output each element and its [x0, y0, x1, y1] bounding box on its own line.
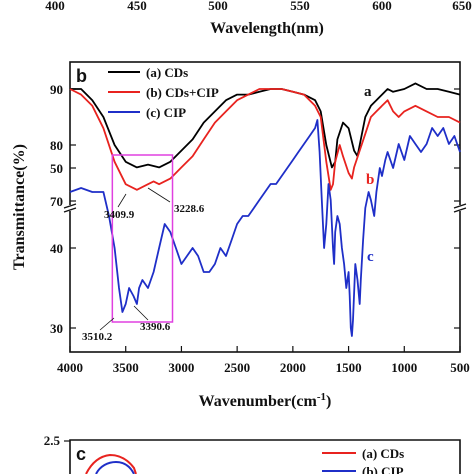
- annotation-leader: [99, 317, 115, 331]
- y-tick-label: 50: [50, 161, 63, 176]
- x-axis-title: Wavenumber(cm-1): [199, 391, 332, 410]
- top-panel-axis: 400 450 500 550 600 650 Wavelength(nm): [45, 0, 472, 37]
- panel-b: b 90 80 70 50 40 30 4000 3500 3000 2500 2000 1500 1…: [11, 61, 470, 410]
- y-tick-label: 90: [50, 82, 63, 97]
- spectra: [69, 82, 461, 337]
- x-tick-label: 500: [450, 360, 470, 375]
- series-line-b: [69, 88, 461, 191]
- series-line-c: [69, 119, 461, 337]
- series-line-c-b: [95, 460, 135, 474]
- peak-annotations: 3409.9 3228.6 3510.2 3390.6: [82, 187, 205, 343]
- legend-label-a: (a) CDs: [146, 65, 188, 80]
- legend: (a) CDs (b) CDs+CIP (c) CIP: [108, 65, 219, 120]
- panel-letter-b: b: [76, 66, 87, 86]
- y-tick-label-c: 2.5: [44, 433, 61, 448]
- top-tick-label: 600: [372, 0, 392, 13]
- legend-label-c-b: (b) CIP: [362, 464, 404, 474]
- peak-annotation: 3390.6: [140, 321, 171, 333]
- panel-c: 2.5 c (a) CDs (b) CIP: [44, 433, 461, 474]
- top-tick-label: 400: [45, 0, 65, 13]
- plot-frame: [69, 61, 461, 353]
- axis-break-left: [63, 203, 77, 213]
- x-tick-label: 3000: [168, 360, 194, 375]
- peak-annotation: 3510.2: [82, 331, 113, 343]
- x-tick-label: 2000: [280, 360, 306, 375]
- top-tick-label: 500: [208, 0, 228, 13]
- annotation-leader: [147, 187, 171, 203]
- legend-label-b: (b) CDs+CIP: [146, 85, 219, 100]
- legend-label-c-a: (a) CDs: [362, 446, 404, 461]
- curve-label-b: b: [366, 172, 374, 188]
- y-tick-label: 70: [50, 194, 63, 209]
- y-axis-ticks: 90 80 70 50 40 30: [50, 82, 460, 336]
- x-axis-title-close: ): [326, 393, 331, 410]
- y-tick-label: 80: [50, 138, 63, 153]
- curve-label-a: a: [364, 84, 372, 100]
- y-axis-title: Transmittance(%): [11, 144, 28, 270]
- x-axis-ticks: 4000 3500 3000 2500 2000 1500 1000 500: [57, 346, 470, 375]
- curve-label-c: c: [367, 249, 374, 265]
- series-line-a: [70, 82, 461, 169]
- peak-annotation: 3409.9: [104, 209, 135, 221]
- panel-letter-c: c: [76, 444, 86, 464]
- x-tick-label: 3500: [113, 360, 139, 375]
- x-tick-label: 2500: [224, 360, 250, 375]
- x-tick-label: 1000: [391, 360, 417, 375]
- top-tick-label: 450: [127, 0, 147, 13]
- y-tick-label: 30: [50, 321, 63, 336]
- top-x-axis-title: Wavelength(nm): [210, 20, 324, 37]
- top-tick-label: 550: [290, 0, 310, 13]
- annotation-leader: [133, 305, 149, 321]
- legend-label-c: (c) CIP: [146, 105, 186, 120]
- top-tick-label: 650: [452, 0, 472, 13]
- x-axis-title-sup: -1: [317, 391, 326, 403]
- peak-annotation: 3228.6: [174, 203, 205, 215]
- x-tick-label: 4000: [57, 360, 83, 375]
- x-axis-title-main: Wavenumber(cm: [199, 393, 318, 410]
- x-tick-label: 1500: [336, 360, 362, 375]
- series-line-c-a: [85, 453, 137, 474]
- annotation-leader: [117, 193, 127, 208]
- y-tick-label: 40: [50, 241, 63, 256]
- plot-frame-c: [69, 439, 461, 474]
- axis-break-right: [453, 203, 467, 213]
- highlight-box: [111, 154, 174, 323]
